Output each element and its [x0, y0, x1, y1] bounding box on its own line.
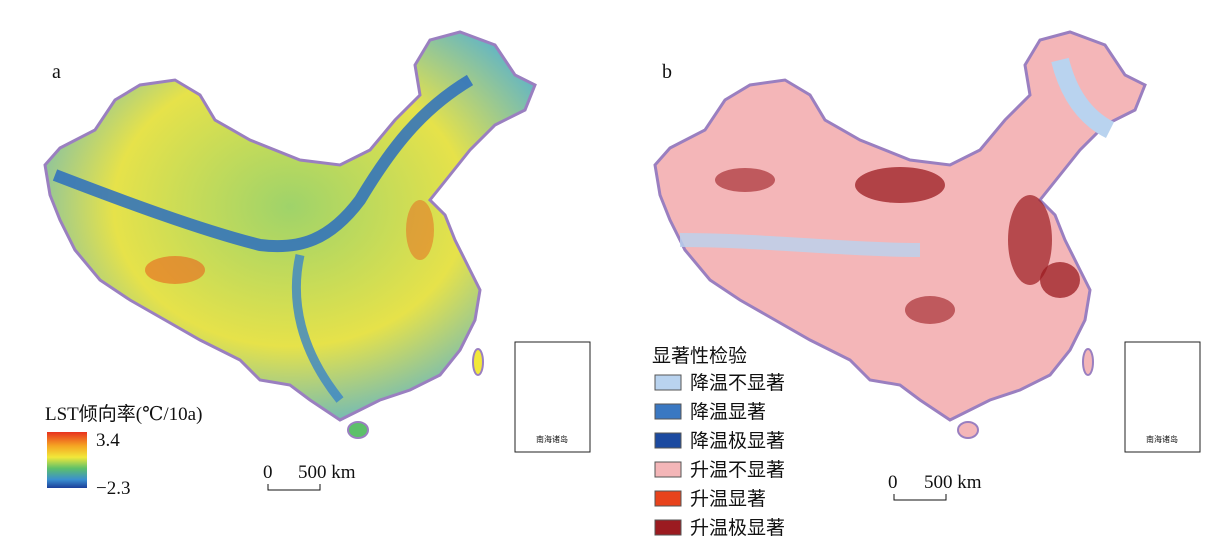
- inset-box: [1124, 341, 1201, 453]
- colorbar: [47, 432, 87, 488]
- cooling-band: [291, 254, 344, 403]
- legend-label: 升温显著: [690, 488, 766, 510]
- legend-swatch: [654, 519, 682, 536]
- warming-patch: [905, 296, 955, 324]
- colorbar-min: −2.3: [96, 478, 130, 499]
- legend-label: 降温不显著: [690, 372, 785, 394]
- scale-distance: 500 km: [924, 472, 982, 493]
- panel-a: 南海诸岛 a LST倾向率(℃/10a) 3.4 −2.3 0 500 km: [43, 30, 591, 499]
- inset-label: 南海诸岛: [1146, 434, 1178, 444]
- panel-b: 南海诸岛 b 显著性检验 降温不显著降温显著降温极显著升温不显著升温显著升温极显…: [652, 30, 1201, 539]
- warming-patch: [145, 256, 205, 284]
- cooling-patch: [679, 233, 921, 257]
- warming-patch: [1008, 195, 1052, 285]
- inset-label: 南海诸岛: [536, 434, 568, 444]
- cooling-band: [52, 74, 474, 253]
- legend-swatch: [654, 490, 682, 507]
- legend-label: 降温极显著: [690, 430, 785, 452]
- legend-swatch: [654, 461, 682, 478]
- cooling-patch: [1051, 57, 1115, 139]
- scale-zero: 0: [263, 462, 273, 483]
- hainan: [957, 421, 979, 439]
- warming-patch: [1040, 262, 1080, 298]
- legend-title: 显著性检验: [652, 345, 747, 367]
- legend-swatch: [654, 403, 682, 420]
- warming-patch: [715, 168, 775, 192]
- legend-swatch: [654, 432, 682, 449]
- panel-label: b: [662, 61, 672, 83]
- scale-zero: 0: [888, 472, 898, 493]
- taiwan: [472, 348, 484, 376]
- taiwan: [1082, 348, 1094, 376]
- colorbar-max: 3.4: [96, 430, 120, 451]
- scale-distance: 500 km: [298, 462, 356, 483]
- legend-label: 升温极显著: [690, 517, 785, 539]
- scale-bar: [267, 484, 321, 491]
- inset-box: [514, 341, 591, 453]
- legend-label: 降温显著: [690, 401, 766, 423]
- warming-patch: [406, 200, 434, 260]
- legend-swatch: [654, 374, 682, 391]
- hainan: [347, 421, 369, 439]
- legend-label: 升温不显著: [690, 459, 785, 481]
- scale-bar: [893, 494, 947, 501]
- panel-label: a: [52, 61, 61, 83]
- legend-title: LST倾向率(℃/10a): [45, 403, 202, 425]
- warming-patch: [855, 167, 945, 203]
